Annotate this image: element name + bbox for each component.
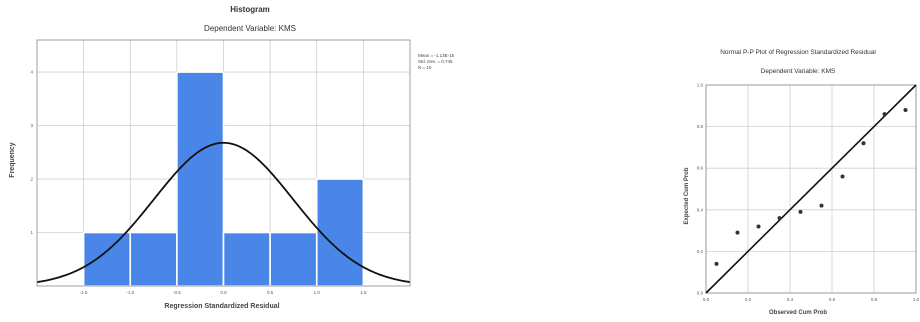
histogram-x-tick: -1.0 (126, 290, 134, 295)
pp-reference-line (705, 84, 917, 294)
histogram-stat-line: Mean = -1.13E-15 (418, 53, 455, 58)
histogram-x-tick: -0.5 (173, 290, 181, 295)
pp-point (735, 230, 740, 235)
pp-y-tick: 0.4 (697, 207, 704, 212)
histogram-frame (36, 39, 411, 287)
histogram-y-tick: 4 (30, 70, 33, 75)
normal-curve (36, 141, 411, 283)
pp-x-tick: 0.8 (871, 297, 878, 302)
histogram-title: Histogram (230, 5, 270, 14)
histogram-ylabel: Frequency (9, 142, 16, 178)
pp-xlabel: Observed Cum Prob (769, 310, 827, 316)
pp-x-tick: 0.2 (745, 297, 752, 302)
histogram-xlabel: Regression Standardized Residual (164, 303, 279, 310)
pp-x-tick: 0.4 (787, 297, 794, 302)
pp-point (903, 107, 908, 112)
pp-point (861, 141, 866, 146)
histogram-plot-area: -1.5 -1.0 -0.5 0.0 0.5 1.0 1.5 1 2 3 4 (30, 39, 411, 295)
pp-x-tick: 0.6 (829, 297, 836, 302)
pp-y-tick: 0.6 (697, 166, 704, 171)
pp-plot-area: 0.0 0.2 0.4 0.6 0.8 1.0 0.0 0.2 0.4 0.6 0.8 1.0 (697, 83, 920, 303)
pp-y-tick: 0.0 (697, 291, 704, 296)
histogram-stat-line: N = 10 (418, 65, 432, 70)
pp-point (798, 209, 803, 214)
pp-y-tick: 0.2 (697, 249, 704, 254)
histogram-x-tick: 0.0 (220, 290, 227, 295)
histogram-y-tick: 2 (30, 177, 33, 182)
pp-point (756, 224, 761, 229)
histogram-y-tick: 1 (30, 230, 33, 235)
pp-point (882, 112, 887, 117)
pp-point (819, 203, 824, 208)
histogram-x-tick: 0.5 (267, 290, 274, 295)
pp-y-tick: 1.0 (697, 83, 704, 88)
pp-point (714, 261, 719, 266)
pp-frame (705, 84, 917, 294)
pp-x-tick: 0.0 (703, 297, 710, 302)
histogram-bar (315, 178, 365, 287)
histogram-x-tick: 1.0 (314, 290, 321, 295)
histogram-subtitle: Dependent Variable: KMS (204, 24, 296, 33)
pp-point (777, 216, 782, 221)
pp-x-tick: 1.0 (913, 297, 920, 302)
histogram-y-tick: 3 (30, 123, 33, 128)
pp-y-tick: 0.8 (697, 124, 704, 129)
pp-subtitle: Dependent Variable: KMS (761, 68, 836, 75)
histogram-x-tick: 1.5 (360, 290, 367, 295)
histogram-stat-line: Std. Dev. = 0.745 (418, 59, 453, 64)
pp-ylabel: Expected Cum Prob (684, 167, 690, 224)
pp-title: Normal P-P Plot of Regression Standardiz… (720, 49, 876, 56)
histogram-x-tick: -1.5 (80, 290, 88, 295)
pp-point (840, 174, 845, 179)
